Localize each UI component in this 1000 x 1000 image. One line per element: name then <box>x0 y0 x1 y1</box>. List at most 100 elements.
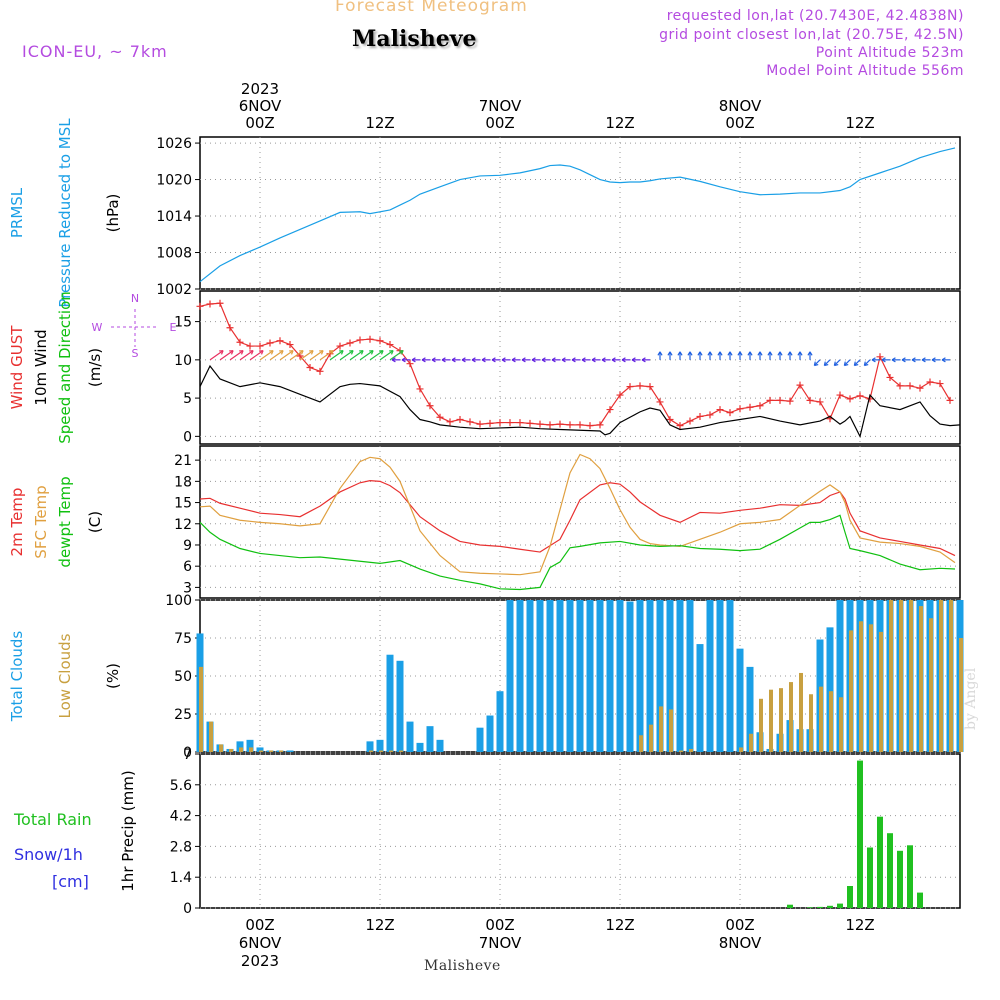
wind-barb-head <box>379 350 384 355</box>
wind-barb <box>359 350 374 361</box>
bar-total-clouds <box>616 600 624 752</box>
wind-barb <box>339 350 354 361</box>
y-tick-label: 1026 <box>156 136 192 152</box>
gust-marker <box>356 336 364 344</box>
gust-marker <box>336 342 344 350</box>
y-label: PRMSL <box>8 187 26 238</box>
wind-barb-head <box>359 350 364 355</box>
panel-clouds: 0 25 50 75 100 Total Clouds Low Clouds (%) <box>8 593 964 761</box>
wind-barb-head <box>511 357 516 363</box>
wind-barb-head <box>391 357 396 363</box>
bar-total-rain <box>897 850 903 908</box>
gust-marker <box>366 335 374 343</box>
wind-barb-head <box>259 350 264 355</box>
bar-low-clouds <box>259 750 263 752</box>
panel-frame <box>199 445 961 599</box>
wind-barb-head <box>591 357 596 363</box>
wind-barb <box>843 359 851 366</box>
compass-n: N <box>131 292 139 305</box>
wind-barb-head <box>491 357 496 363</box>
bar-low-clouds <box>959 638 963 752</box>
bar-total-clouds <box>426 726 434 752</box>
gust-marker <box>506 419 514 427</box>
bar-total-clouds <box>386 654 394 752</box>
series-wind-gust <box>199 302 951 427</box>
gust-marker <box>846 395 854 403</box>
gust-marker <box>296 352 304 360</box>
gust-marker <box>796 381 804 389</box>
chart-title: Forecast Meteogram <box>335 0 528 16</box>
panel-precip: 0 1.4 2.8 4.2 5.6 7 Total Rain Snow/1h [cm] 1hr P… <box>13 747 961 917</box>
wind-barb-head <box>677 351 683 356</box>
bar-low-clouds <box>679 750 683 752</box>
bar-total-clouds <box>406 721 414 752</box>
gust-marker <box>316 367 324 375</box>
panel-frame <box>199 136 961 290</box>
bar-low-clouds <box>249 747 253 752</box>
wind-barb-head <box>921 357 926 363</box>
top-time-label: 2023 <box>241 80 279 98</box>
bar-low-clouds <box>779 688 783 752</box>
bar-total-clouds <box>476 727 484 752</box>
wind-barb-head <box>501 357 506 363</box>
wind-barb <box>249 350 264 361</box>
bar-low-clouds <box>219 744 223 752</box>
wind-barb-head <box>279 350 284 355</box>
bar-total-clouds <box>436 739 444 752</box>
bar-total-clouds <box>366 741 374 752</box>
bar-low-clouds <box>379 750 383 752</box>
bar-low-clouds <box>639 735 643 752</box>
bar-total-clouds <box>396 660 404 752</box>
top-time-label: 8NOV <box>719 97 762 115</box>
bar-low-clouds <box>819 686 823 752</box>
bar-total-clouds <box>706 600 714 752</box>
bar-total-clouds <box>646 600 654 752</box>
bar-total-clouds <box>666 600 674 752</box>
top-time-label: 00Z <box>245 114 274 132</box>
bar-low-clouds <box>869 624 873 752</box>
y-label: Low Clouds <box>56 633 74 718</box>
top-time-label: 12Z <box>605 114 634 132</box>
gust-marker <box>906 382 914 390</box>
bar-total-clouds <box>656 600 664 752</box>
bar-total-clouds <box>606 600 614 752</box>
y-tick-label: 3 <box>183 580 192 596</box>
wind-barb-head <box>891 357 896 363</box>
bar-total-clouds <box>596 600 604 752</box>
wind-barb <box>389 350 404 361</box>
y-label: dewpt Temp <box>56 476 74 567</box>
bar-total-clouds <box>546 600 554 752</box>
y-label: 2m Temp <box>8 488 26 557</box>
bar-total-clouds <box>286 750 294 752</box>
y-tick-label: 0 <box>183 429 192 445</box>
wind-barb <box>833 359 841 366</box>
wind-barb-head <box>471 357 476 363</box>
bar-total-clouds <box>486 715 494 752</box>
bar-low-clouds <box>769 689 773 752</box>
bar-low-clouds <box>199 666 203 752</box>
bar-low-clouds <box>859 621 863 752</box>
y-tick-label: 1020 <box>156 173 192 189</box>
y-tick-label: 6 <box>183 559 192 575</box>
wind-barb-head <box>401 357 406 363</box>
gust-marker <box>436 413 444 421</box>
bar-total-clouds <box>376 739 384 752</box>
bar-total-rain <box>917 892 923 908</box>
bar-low-clouds <box>829 691 833 752</box>
gust-marker <box>776 396 784 404</box>
wind-barb-head <box>767 351 773 356</box>
gust-marker <box>916 384 924 392</box>
wind-barb <box>289 350 304 361</box>
gust-marker <box>646 383 654 391</box>
wind-barb-head <box>687 351 693 356</box>
wind-barb <box>349 350 364 361</box>
gust-marker <box>536 420 544 428</box>
gust-marker <box>756 402 764 410</box>
bar-total-clouds <box>626 601 634 752</box>
gust-marker <box>736 405 744 413</box>
wind-barb-head <box>697 351 703 356</box>
panel-pressure: 1002 1008 1014 1020 1026 PRMSL Pressure Reduce… <box>8 118 961 308</box>
wind-barb-head <box>601 357 606 363</box>
gust-marker <box>526 419 534 427</box>
